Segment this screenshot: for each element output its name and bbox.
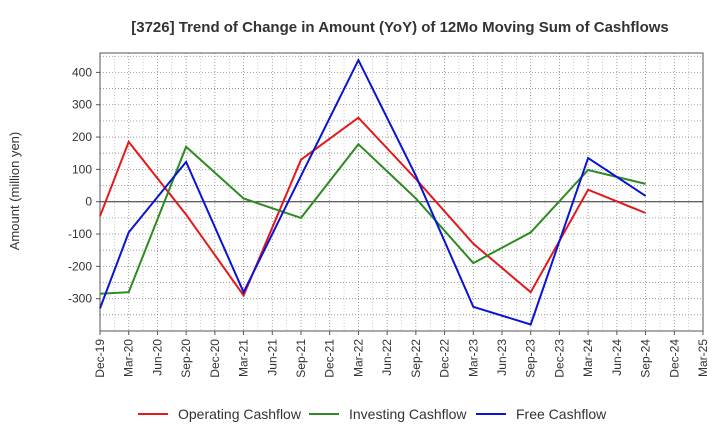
x-tick-label: Jun-20 [150,339,164,376]
x-tick-label: Mar-24 [581,339,595,377]
x-tick-label: Jun-22 [380,339,394,376]
x-tick-label: Mar-22 [351,339,365,377]
x-tick-label: Jun-21 [265,339,279,376]
x-tick-label: Sep-24 [639,339,653,378]
x-tick-label: Sep-22 [409,339,423,378]
legend-label-operating-cashflow: Operating Cashflow [178,406,302,422]
y-tick-label: -300 [68,292,92,306]
legend-label-investing-cashflow: Investing Cashflow [349,406,467,422]
x-tick-label: Mar-21 [237,339,251,377]
legend: Operating Cashflow Investing Cashflow Free… [138,406,607,422]
y-tick-label: 100 [72,162,92,176]
y-tick-label: 400 [72,65,92,79]
x-tick-label: Jun-24 [610,339,624,376]
x-tick-label: Mar-20 [122,339,136,377]
series-lines [99,57,647,326]
series-line-investing-cashflow [99,142,646,295]
x-tick-label: Dec-19 [93,339,107,378]
series-line-operating-cashflow [99,116,646,298]
x-tick-label: Mar-23 [466,339,480,377]
x-tick-label: Mar-25 [696,339,710,377]
x-tick-label: Sep-21 [294,339,308,378]
x-tick-label: Dec-23 [552,339,566,378]
x-tick-label: Sep-20 [179,339,193,378]
y-axis-label: Amount (million yen) [7,132,22,251]
y-tick-label: 200 [72,130,92,144]
axes: -300 -200 -100 0 100 200 300 400 Dec-19 Mar-20 Jun… [68,65,710,377]
grid [99,53,704,332]
x-tick-label: Sep-23 [524,339,538,378]
y-tick-label: 0 [85,195,92,209]
y-tick-label: 300 [72,98,92,112]
chart-title: [3726] Trend of Change in Amount (YoY) o… [131,19,669,36]
x-tick-label: Dec-21 [323,339,337,378]
x-tick-label: Dec-20 [208,339,222,378]
plot-area-frame [99,52,704,332]
x-tick-label: Dec-24 [667,339,681,378]
y-tick-label: -200 [68,259,92,273]
x-tick-label: Jun-23 [495,339,509,376]
x-tick-label: Dec-22 [438,339,452,378]
series-line-free-cashflow [99,57,647,326]
y-tick-label: -100 [68,227,92,241]
legend-label-free-cashflow: Free Cashflow [516,406,607,422]
